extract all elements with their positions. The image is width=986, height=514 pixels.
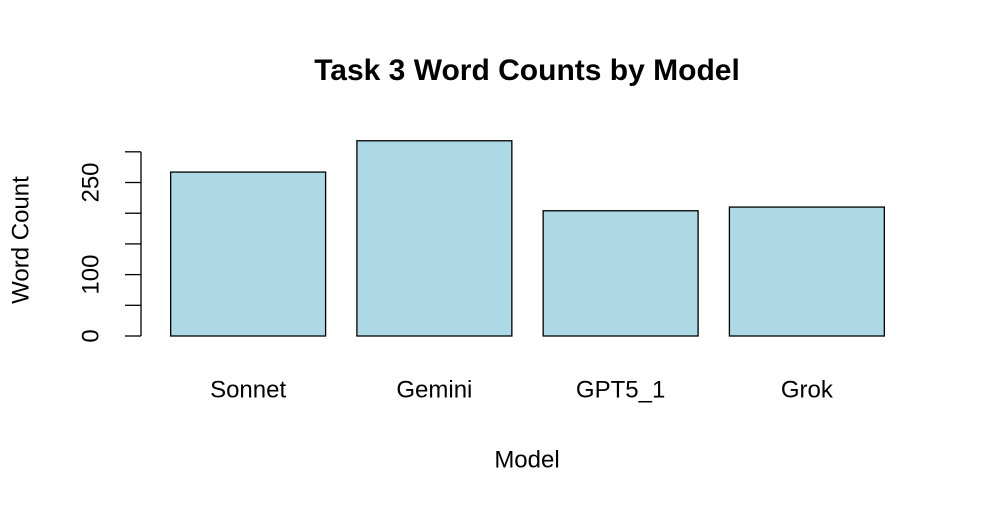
x-tick-label: Gemini [396, 376, 472, 403]
bar [542, 210, 699, 337]
x-tick-label: Sonnet [210, 376, 286, 403]
x-tick-label: GPT5_1 [576, 376, 665, 403]
x-tick-label: Grok [781, 376, 834, 403]
chart-title: Task 3 Word Counts by Model [314, 54, 740, 87]
y-tick-label: 0 [77, 329, 104, 342]
y-tick-label: 100 [77, 255, 104, 295]
bar [169, 171, 327, 337]
y-axis-title: Word Count [7, 176, 34, 304]
bar [728, 206, 886, 337]
x-axis-title: Model [494, 446, 559, 473]
bar [356, 140, 513, 337]
y-tick-label: 250 [77, 162, 104, 202]
